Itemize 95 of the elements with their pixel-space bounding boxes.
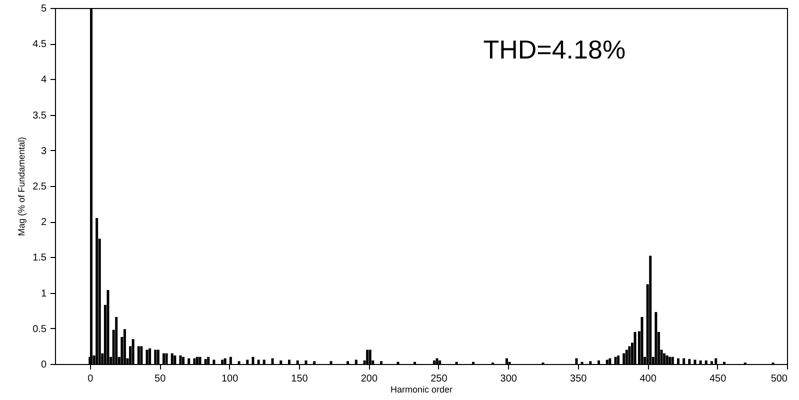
bar <box>606 360 608 364</box>
bar <box>330 361 332 364</box>
bar <box>262 360 266 364</box>
bar <box>224 358 226 364</box>
x-tick-label: 500 <box>770 374 788 384</box>
bar <box>366 350 369 364</box>
bar <box>617 355 620 364</box>
bar <box>198 356 202 364</box>
bar <box>380 361 383 364</box>
x-tick-label: 350 <box>570 374 588 384</box>
bar <box>280 360 282 364</box>
bar <box>432 360 436 364</box>
bar <box>106 290 110 364</box>
bar <box>146 350 148 364</box>
bar <box>699 360 702 364</box>
bar <box>271 358 274 364</box>
y-tick-label: 0 <box>40 360 47 370</box>
x-tick-label: 300 <box>500 374 518 384</box>
bar <box>622 353 626 364</box>
bar <box>132 339 134 364</box>
bar <box>634 332 636 364</box>
bar <box>115 317 118 364</box>
x-tick-label: 100 <box>221 374 239 384</box>
y-tick-label: 4.5 <box>32 39 47 50</box>
bar <box>714 358 718 364</box>
x-tick-label: 50 <box>154 374 166 384</box>
bar <box>156 350 160 364</box>
bar <box>668 356 672 364</box>
bar <box>193 358 196 364</box>
bar <box>654 312 658 364</box>
bar <box>188 358 190 364</box>
bar <box>212 360 216 364</box>
bar <box>288 360 290 364</box>
bar <box>296 360 299 364</box>
bar <box>676 358 680 364</box>
y-tick-label: 1 <box>40 288 47 300</box>
bar <box>304 360 308 364</box>
bar <box>354 360 358 364</box>
x-tick-label: 200 <box>360 374 378 384</box>
bar <box>666 355 668 364</box>
x-tick-label: 0 <box>88 374 94 384</box>
bar <box>346 361 350 364</box>
x-tick-label: 150 <box>291 374 308 384</box>
bar <box>628 346 631 364</box>
y-tick-label: 3 <box>40 146 47 157</box>
bar <box>196 356 198 364</box>
bar <box>704 360 708 364</box>
bar <box>688 359 691 364</box>
bar <box>179 355 182 364</box>
y-tick-label: 4 <box>40 74 47 86</box>
bar <box>238 361 240 364</box>
bar <box>598 360 600 364</box>
x-axis-title: Harmonic order <box>390 384 453 394</box>
y-tick-label: 0.5 <box>32 324 47 335</box>
bar <box>137 346 140 364</box>
bar <box>682 358 686 364</box>
bar <box>162 353 166 364</box>
bar <box>313 361 316 364</box>
bar <box>148 348 152 364</box>
bar <box>123 329 126 364</box>
y-tick-label: 2 <box>40 217 47 228</box>
bar <box>154 350 157 364</box>
y-axis-title: Mag (% of Fundamental) <box>16 136 27 236</box>
bar <box>649 256 652 364</box>
bar <box>625 350 628 364</box>
x-tick-label: 400 <box>640 374 657 384</box>
bar <box>640 317 644 364</box>
bar <box>204 359 207 364</box>
bar <box>252 356 254 364</box>
bar <box>614 356 617 364</box>
bar <box>506 358 508 364</box>
bar <box>96 218 98 364</box>
annotation: THD=4.18% <box>483 34 626 65</box>
bar <box>174 355 176 364</box>
bar <box>663 353 666 364</box>
y-tick-label: 1.5 <box>32 252 47 264</box>
bar <box>165 353 168 364</box>
bar <box>710 361 713 364</box>
y-tick-label: 3.5 <box>32 110 47 122</box>
bar <box>575 358 578 364</box>
bar <box>170 353 174 364</box>
bar <box>207 356 210 364</box>
bar <box>671 356 674 364</box>
bar <box>140 346 143 364</box>
bar <box>694 360 696 364</box>
bar <box>221 360 224 364</box>
bar <box>246 360 249 364</box>
bar <box>608 358 612 364</box>
bar <box>589 361 592 364</box>
y-tick-label: 2.5 <box>32 182 47 192</box>
x-tick-label: 250 <box>430 374 448 384</box>
y-tick-label: 5 <box>40 4 47 14</box>
x-tick-label: 450 <box>709 374 727 384</box>
bar <box>182 356 185 364</box>
bar <box>257 360 260 364</box>
